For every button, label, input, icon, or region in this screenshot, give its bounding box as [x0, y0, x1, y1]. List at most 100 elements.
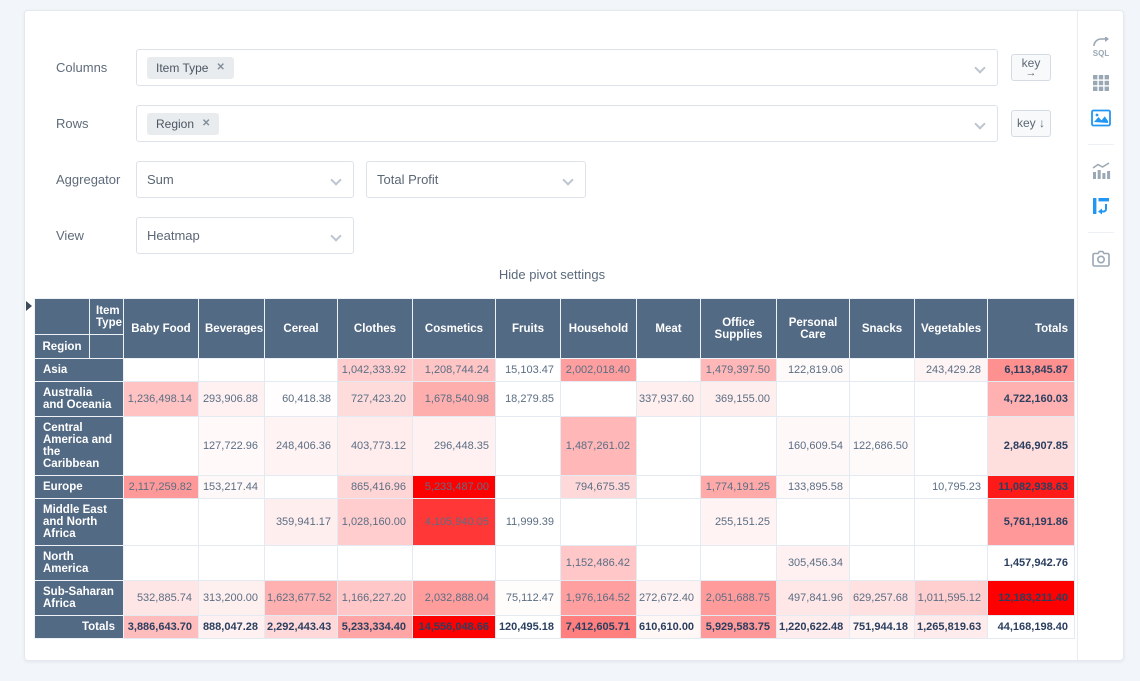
- remove-tag-icon[interactable]: ✕: [202, 118, 211, 129]
- col-header: Cosmetics: [412, 298, 496, 359]
- col-total-cell: 1,220,622.48: [776, 615, 850, 639]
- pivot-cell: 794,675.35: [560, 475, 637, 499]
- aggregator-select[interactable]: Sum: [136, 161, 354, 198]
- col-total-cell: 2,292,443.43: [264, 615, 338, 639]
- chevron-down-icon: [974, 118, 986, 130]
- pivot-table-container: Item Type Baby Food Beverages Cereal Clothes…: [26, 298, 1079, 639]
- view-value: Heatmap: [147, 228, 200, 243]
- pivot-cell: [849, 545, 915, 581]
- rows-tag-region[interactable]: Region ✕: [147, 112, 220, 135]
- pivot-row: Middle East and North Africa 359,941.17 1,…: [34, 498, 1075, 546]
- pivot-cell: 1,623,677.52: [264, 580, 338, 616]
- totals-col-header: Totals: [987, 298, 1075, 359]
- row-label: Asia: [34, 358, 124, 382]
- col-header: Personal Care: [776, 298, 850, 359]
- visualization-toolbar: SQL: [1077, 11, 1123, 660]
- pivot-cell: 18,279.85: [495, 381, 561, 417]
- col-header: Beverages: [198, 298, 265, 359]
- pivot-cell: [412, 545, 496, 581]
- row-total-cell: 1,457,942.76: [987, 545, 1075, 581]
- col-header: Office Supplies: [700, 298, 777, 359]
- pivot-cell: 727,423.20: [337, 381, 413, 417]
- pivot-cell: 10,795.23: [914, 475, 988, 499]
- pivot-cell: [337, 545, 413, 581]
- pivot-cell: [636, 545, 701, 581]
- remove-tag-icon[interactable]: ✕: [216, 62, 225, 73]
- pivot-cell: 2,117,259.82: [123, 475, 199, 499]
- view-select[interactable]: Heatmap: [136, 217, 354, 254]
- col-axis-label: Item Type: [89, 298, 124, 335]
- toolbar-divider: [1087, 232, 1114, 233]
- pivot-cell: [264, 475, 338, 499]
- pivot-cell: 296,448.35: [412, 416, 496, 476]
- pivot-cell: 11,999.39: [495, 498, 561, 546]
- table-grid-icon[interactable]: [1090, 72, 1112, 94]
- pivot-cell: 133,895.58: [776, 475, 850, 499]
- col-header: Cereal: [264, 298, 338, 359]
- col-header: Meat: [636, 298, 701, 359]
- pivot-cell: 1,011,595.12: [914, 580, 988, 616]
- pivot-cell: 2,002,018.40: [560, 358, 637, 382]
- pivot-cell: [264, 545, 338, 581]
- columns-select[interactable]: Item Type ✕: [136, 49, 998, 86]
- row-label: Central America and the Caribbean: [34, 416, 124, 476]
- grand-total-cell: 44,168,198.40: [987, 615, 1075, 639]
- columns-sort-key-button[interactable]: key →: [1011, 54, 1051, 81]
- pivot-cell: 403,773.12: [337, 416, 413, 476]
- pivot-cell: [636, 498, 701, 546]
- rows-select[interactable]: Region ✕: [136, 105, 998, 142]
- pivot-cell: 2,051,688.75: [700, 580, 777, 616]
- pivot-cell: [914, 381, 988, 417]
- pivot-row: Australia and Oceania 1,236,498.14 293,906…: [34, 381, 1075, 417]
- pivot-cell: [849, 475, 915, 499]
- pivot-cell: 1,166,227.20: [337, 580, 413, 616]
- pivot-cell: [198, 498, 265, 546]
- aggregator-value: Sum: [147, 172, 174, 187]
- pivot-cell: 1,236,498.14: [123, 381, 199, 417]
- pivot-cell: 1,678,540.98: [412, 381, 496, 417]
- col-header: Snacks: [849, 298, 915, 359]
- pivot-cell: 359,941.17: [264, 498, 338, 546]
- pivot-cell: 1,208,744.24: [412, 358, 496, 382]
- pivot-cell: [700, 416, 777, 476]
- col-total-cell: 5,233,334.40: [337, 615, 413, 639]
- pivot-cell: 122,686.50: [849, 416, 915, 476]
- pivot-cell: 75,112.47: [495, 580, 561, 616]
- svg-text:SQL: SQL: [1092, 49, 1109, 58]
- pivot-icon[interactable]: [1090, 195, 1112, 217]
- columns-control-row: Columns Item Type ✕ key →: [25, 49, 1079, 86]
- aggregator-field-select[interactable]: Total Profit: [366, 161, 586, 198]
- pivot-cell: [914, 545, 988, 581]
- pivot-cell: [123, 498, 199, 546]
- sql-source-icon[interactable]: SQL: [1090, 37, 1112, 59]
- row-label: Australia and Oceania: [34, 381, 124, 417]
- view-control-row: View Heatmap: [25, 217, 1079, 254]
- pivot-cell: 4,105,940.05: [412, 498, 496, 546]
- pivot-cell: 1,774,191.25: [700, 475, 777, 499]
- rows-control-row: Rows Region ✕ key ↓: [25, 105, 1079, 142]
- col-header: Fruits: [495, 298, 561, 359]
- pivot-cell: 1,479,397.50: [700, 358, 777, 382]
- visualization-image-icon[interactable]: [1090, 107, 1112, 129]
- pivot-cell: [700, 545, 777, 581]
- columns-label: Columns: [56, 60, 108, 75]
- pivot-cell: [123, 545, 199, 581]
- columns-tag-item-type[interactable]: Item Type ✕: [147, 56, 234, 79]
- collapse-handle-icon[interactable]: [26, 301, 32, 311]
- col-header: Household: [560, 298, 637, 359]
- aggregator-control-row: Aggregator Sum Total Profit: [25, 161, 1079, 198]
- hide-pivot-settings-link[interactable]: Hide pivot settings: [498, 267, 606, 282]
- pivot-cell: 1,976,164.52: [560, 580, 637, 616]
- bar-chart-icon[interactable]: [1090, 160, 1112, 182]
- snapshot-camera-icon[interactable]: [1090, 248, 1112, 270]
- rows-sort-key-button[interactable]: key ↓: [1011, 110, 1051, 137]
- pivot-editor-card: Columns Item Type ✕ key → Rows Region ✕: [24, 10, 1124, 661]
- toolbar-divider: [1087, 144, 1114, 145]
- col-total-cell: 7,412,605.71: [560, 615, 637, 639]
- pivot-row: Europe 2,117,259.82 153,217.44 865,416.96 5,…: [34, 475, 1075, 499]
- chevron-down-icon: [974, 62, 986, 74]
- row-axis-label: Region: [34, 334, 90, 359]
- pivot-cell: [264, 358, 338, 382]
- pivot-cell: [560, 498, 637, 546]
- chevron-down-icon: [330, 174, 342, 186]
